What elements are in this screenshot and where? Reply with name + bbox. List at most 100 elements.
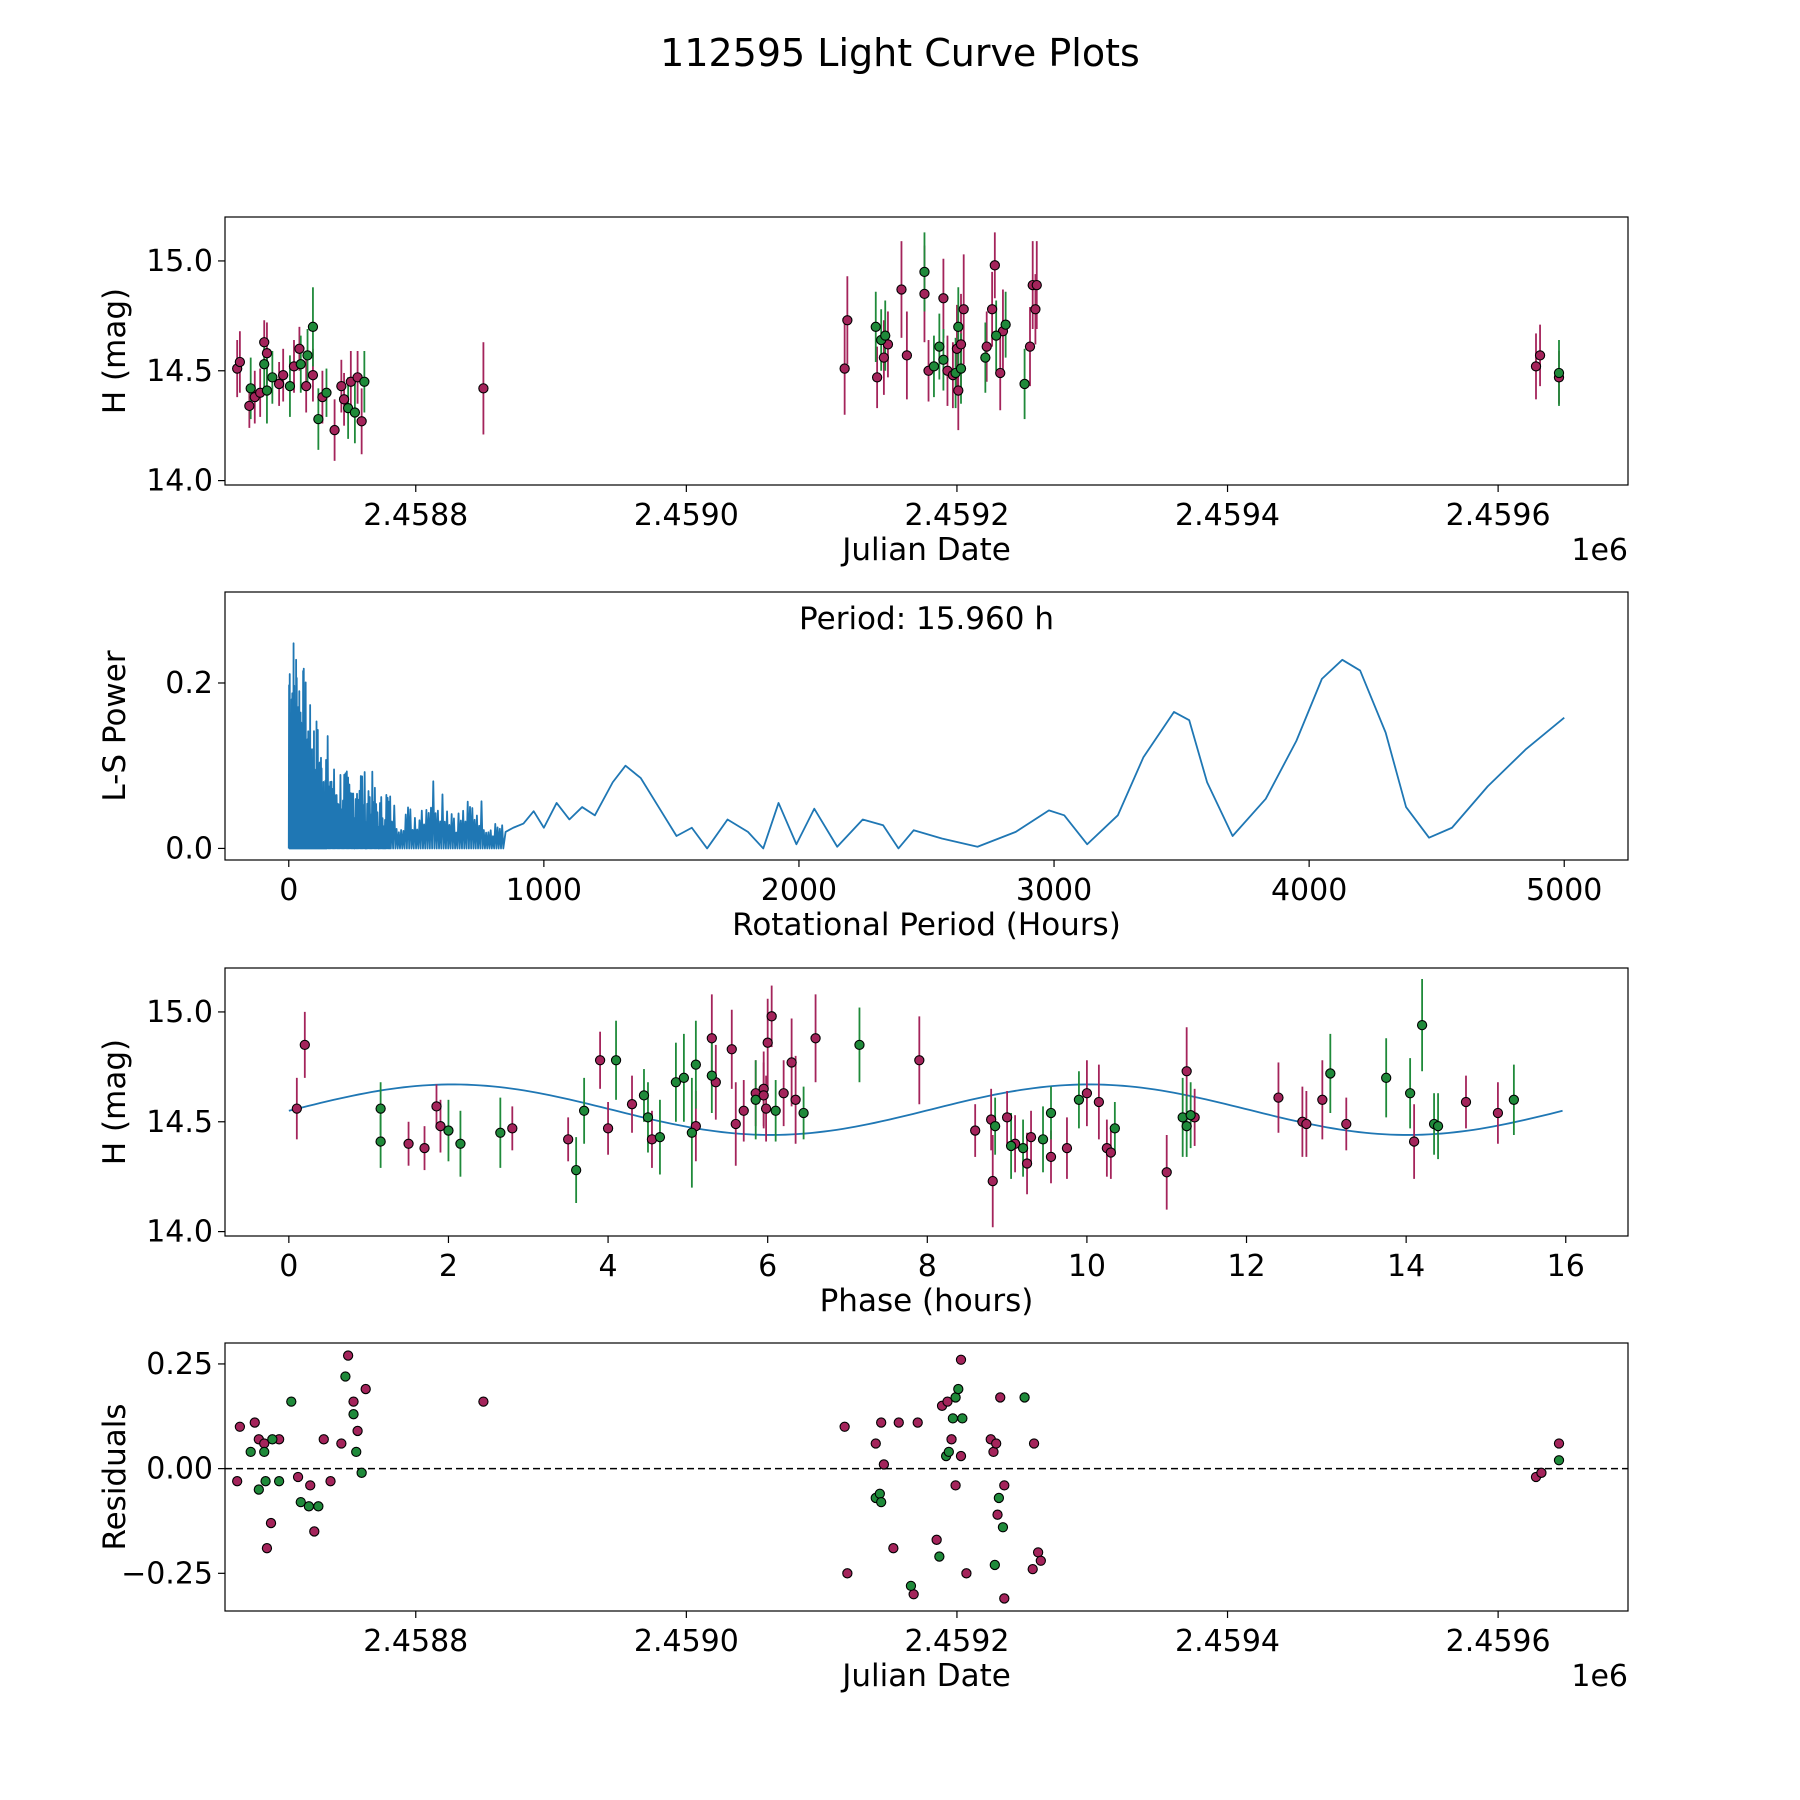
data-point-magenta (919, 288, 930, 300)
data-point-magenta (307, 370, 319, 381)
residual-point-magenta (1536, 1467, 1547, 1478)
y-tick-label: 14.5 (146, 354, 213, 389)
x-tick-label: 2.4592 (904, 1624, 1009, 1659)
data-point-green (267, 372, 278, 383)
x-tick-label: 2.4594 (1175, 498, 1280, 533)
data-point-magenta (726, 1044, 737, 1055)
data-point-green (1017, 1142, 1029, 1154)
residual-point-magenta (888, 1543, 899, 1554)
data-point-magenta (839, 363, 850, 374)
data-point-magenta (986, 304, 998, 315)
data-point-magenta (938, 293, 949, 304)
residual-point-magenta (878, 1459, 890, 1470)
x-tick-label: 4000 (1271, 873, 1347, 908)
y-tick-label: 0.25 (146, 1347, 213, 1382)
residual-point-magenta (912, 1417, 923, 1428)
y-tick-label: 15.0 (146, 244, 213, 279)
residual-point-magenta (325, 1476, 336, 1487)
data-point-green (1185, 1110, 1196, 1121)
residual-point-magenta (955, 1450, 967, 1462)
data-point-green (284, 380, 296, 392)
data-point-magenta (419, 1142, 430, 1154)
data-point-magenta (1093, 1096, 1105, 1108)
residual-point-magenta (352, 1425, 363, 1437)
data-point-magenta (435, 1121, 446, 1132)
data-point-magenta (234, 356, 246, 368)
data-point-green (928, 361, 940, 372)
data-point-magenta (953, 385, 964, 396)
residual-point-green (253, 1484, 264, 1495)
x-tick-label: 2.4588 (363, 498, 468, 533)
axes-frame (224, 216, 1629, 486)
data-point-green (1553, 367, 1565, 379)
residual-point-magenta (988, 1446, 999, 1458)
figure-title: 112595 Light Curve Plots (660, 31, 1140, 75)
data-point-magenta (602, 1123, 614, 1134)
data-point-magenta (329, 424, 340, 436)
data-point-magenta (730, 1118, 741, 1130)
data-point-magenta (989, 260, 1000, 271)
data-point-magenta (299, 1039, 310, 1051)
data-point-magenta (1492, 1107, 1504, 1119)
data-point-green (1000, 319, 1011, 330)
data-point-green (1037, 1134, 1049, 1145)
residual-point-magenta (992, 1509, 1003, 1520)
x-axis-label: Rotational Period (Hours) (732, 907, 1121, 943)
data-point-green (1181, 1121, 1192, 1132)
x-axis-label: Phase (hours) (820, 1283, 1034, 1319)
axes-frame (224, 591, 1629, 861)
data-point-magenta (1031, 279, 1042, 291)
residual-point-magenta (265, 1517, 277, 1529)
data-point-green (870, 321, 881, 332)
data-point-green (1073, 1094, 1085, 1105)
y-axis-label: L-S Power (97, 650, 133, 801)
data-point-green (642, 1112, 654, 1123)
y-axis-label: Residuals (97, 1403, 133, 1550)
residual-point-magenta (348, 1396, 359, 1407)
x-tick-label: 16 (1547, 1249, 1585, 1284)
data-point-magenta (762, 1037, 773, 1048)
data-point-magenta (758, 1090, 769, 1101)
data-point-green (321, 387, 332, 398)
residual-point-magenta (478, 1396, 489, 1407)
data-point-magenta (507, 1123, 518, 1134)
data-point-magenta (987, 1175, 998, 1187)
data-point-magenta (294, 343, 305, 354)
data-point-green (349, 407, 361, 418)
data-point-green (1019, 378, 1030, 390)
data-point-green (991, 330, 1002, 341)
x-offset-label: 1e6 (1571, 533, 1628, 568)
residual-point-green (997, 1522, 1009, 1533)
panel-raw: 2.4588 2.4590 2.4592 2.4594 2.4596 14.0 14.5 15… (97, 216, 1629, 568)
y-tick-label: 0.00 (146, 1452, 213, 1487)
data-point-green (443, 1125, 454, 1136)
data-point-green (750, 1094, 761, 1105)
residual-point-green (1019, 1392, 1030, 1403)
data-point-magenta (1273, 1092, 1284, 1103)
residual-point-magenta (292, 1471, 304, 1483)
residual-point-magenta (942, 1396, 953, 1407)
residual-point-green (950, 1392, 961, 1403)
residual-point-magenta (950, 1480, 961, 1491)
x-tick-label: 10 (1068, 1249, 1106, 1284)
data-point-green (854, 1039, 865, 1051)
data-point-green (706, 1070, 717, 1081)
residual-point-magenta (342, 1350, 354, 1361)
x-tick-label: 6 (758, 1249, 777, 1284)
data-point-green (302, 350, 313, 361)
x-tick-label: 2 (439, 1249, 458, 1284)
residual-point-magenta (1027, 1563, 1038, 1575)
y-tick-label: 0.2 (165, 666, 213, 701)
residual-point-magenta (1028, 1438, 1040, 1449)
residual-point-green (260, 1476, 271, 1487)
y-tick-label: 0.0 (165, 831, 213, 866)
data-point-magenta (790, 1094, 801, 1105)
x-tick-label: 1000 (506, 873, 582, 908)
axes-frame (224, 967, 1629, 1237)
data-point-magenta (738, 1105, 749, 1116)
data-point-magenta (914, 1055, 925, 1066)
data-point-green (610, 1055, 622, 1066)
data-point-magenta (1317, 1094, 1328, 1105)
data-point-green (670, 1077, 682, 1088)
residual-point-magenta (961, 1568, 972, 1579)
